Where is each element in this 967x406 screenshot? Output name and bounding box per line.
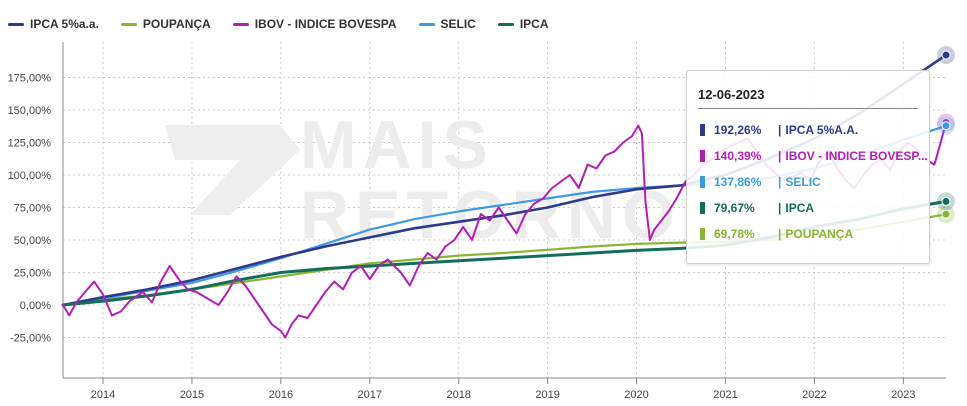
tooltip-row: 79,67% | IPCA [700,200,814,216]
legend-line-icon [120,22,137,26]
x-tick-label: 2022 [802,389,826,401]
endpoint-marker [941,196,951,206]
tooltip-separator: | [778,123,782,137]
tooltip-series-label: POUPANÇA [785,227,854,241]
tooltip-row: 137,86% | SELIC [700,174,821,190]
tooltip-value: 140,39% [714,149,762,163]
series-endpoints [937,46,955,224]
y-tick-label: 75,00% [14,203,52,215]
x-tick-label: 2018 [446,389,470,401]
tooltip: 12-06-2023 192,26% | IPCA 5%A.A. 140,39% | IB… [686,70,930,264]
y-tick-label: -25,00% [10,333,51,345]
tooltip-divider [698,108,918,109]
axes: 175,00% 150,00% 125,00% 100,00% 75,00% 50,00%… [8,42,946,401]
tooltip-series-marker [700,150,705,162]
tooltip-value: 79,67% [714,201,755,215]
y-tick-label: 0,00% [20,300,51,312]
tooltip-series-label: IPCA 5%A.A. [785,123,859,137]
legend-label: IPCA 5%a.a. [30,17,99,31]
legend: IPCA 5%a.a. POUPANÇA IBOV - INDICE BOVESPA… [8,14,571,34]
legend-line-icon [232,22,249,26]
legend-item[interactable]: IBOV - INDICE BOVESPA [232,17,397,31]
legend-label: IBOV - INDICE BOVESPA [254,17,397,31]
watermark-text: MAIS [300,107,494,183]
legend-label: POUPANÇA [142,17,211,31]
x-tick-label: 2023 [891,389,915,401]
y-tick-label: 175,00% [8,73,52,85]
tooltip-series-marker [700,228,705,240]
tooltip-series-label: SELIC [785,175,821,189]
legend-item[interactable]: IPCA [497,17,549,31]
endpoint-marker [941,50,951,60]
x-tick-label: 2015 [180,389,204,401]
x-tick-label: 2019 [535,389,559,401]
tooltip-date: 12-06-2023 [698,87,765,102]
tooltip-row: 140,39% | IBOV - INDICE BOVESP... [700,148,928,164]
x-tick-label: 2014 [91,389,115,401]
endpoint-marker [941,121,951,131]
endpoint-marker [941,209,951,219]
legend-line-icon [418,22,435,26]
tooltip-separator: | [778,227,782,241]
watermark-shape [165,125,300,215]
legend-line-icon [8,22,24,26]
legend-line-icon [497,22,514,26]
tooltip-value: 69,78% [714,227,755,241]
x-tick-label: 2016 [269,389,293,401]
legend-label: SELIC [440,17,476,31]
tooltip-row: 192,26% | IPCA 5%A.A. [700,122,858,138]
tooltip-row: 69,78% | POUPANÇA [700,226,853,242]
x-tick-label: 2021 [713,389,737,401]
legend-item[interactable]: SELIC [418,17,476,31]
y-tick-label: 25,00% [14,268,52,280]
tooltip-series-marker [700,202,705,214]
tooltip-value: 192,26% [714,123,762,137]
tooltip-series-label: IBOV - INDICE BOVESP... [785,149,928,163]
legend-item[interactable]: POUPANÇA [120,17,211,31]
tooltip-value: 137,86% [714,175,762,189]
tooltip-series-label: IPCA [785,201,815,215]
tooltip-series-marker [700,176,705,188]
y-tick-label: 100,00% [8,170,52,182]
tooltip-separator: | [778,175,782,189]
legend-item[interactable]: IPCA 5%a.a. [8,17,99,31]
tooltip-series-marker [700,124,705,136]
x-tick-label: 2020 [624,389,648,401]
x-tick-label: 2017 [358,389,382,401]
y-tick-label: 150,00% [8,105,52,117]
tooltip-separator: | [778,149,782,163]
tooltip-separator: | [778,201,782,215]
y-tick-label: 125,00% [8,138,52,150]
y-tick-label: 50,00% [14,235,52,247]
legend-label: IPCA [519,17,549,31]
